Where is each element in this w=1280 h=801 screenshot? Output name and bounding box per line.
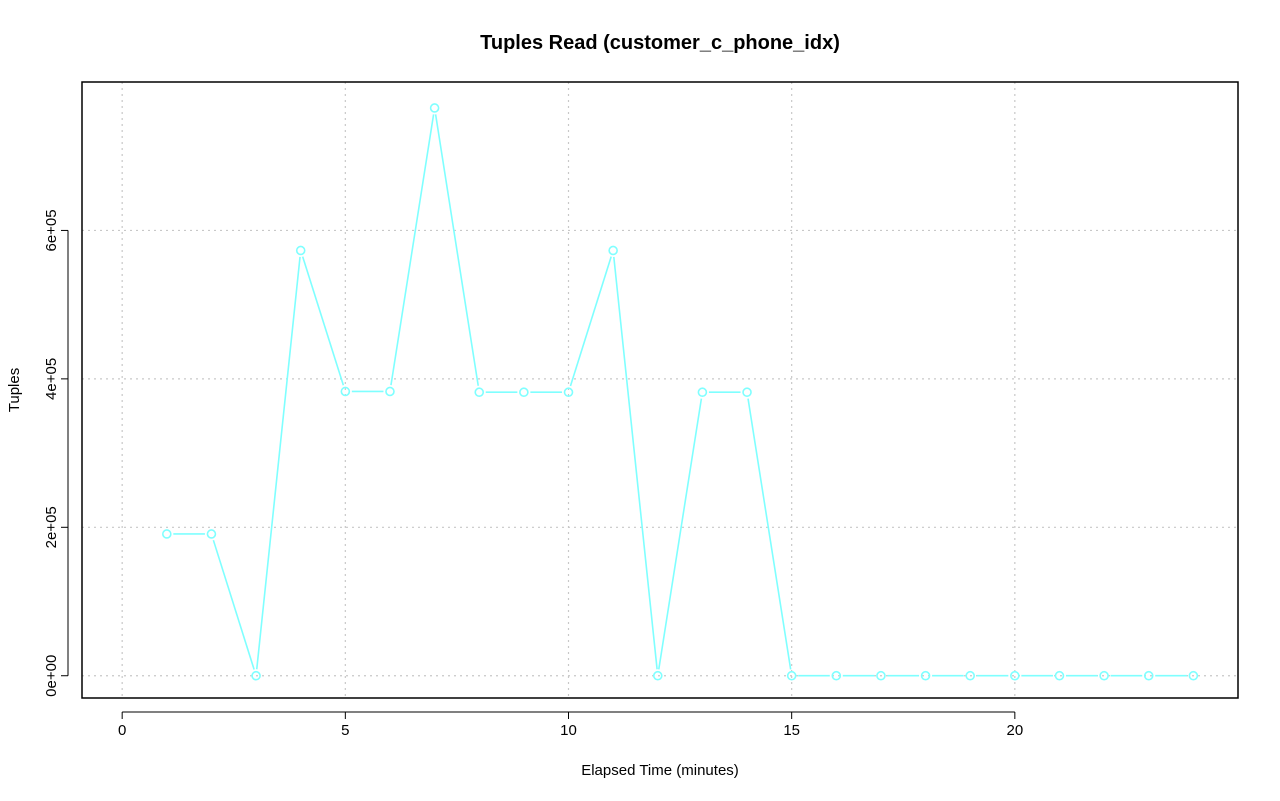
data-point: [340, 386, 351, 397]
data-point: [385, 386, 395, 397]
data-point: [831, 670, 842, 681]
data-point: [295, 245, 306, 256]
data-point: [1188, 670, 1199, 681]
data-point: [474, 387, 485, 398]
x-tick-label: 15: [783, 722, 800, 739]
data-point: [1054, 670, 1065, 681]
data-point: [920, 670, 931, 681]
data-point: [429, 103, 440, 113]
grid: [82, 82, 1238, 698]
chart-title: Tuples Read (customer_c_phone_idx): [480, 32, 840, 54]
series-line-segment: [301, 256, 345, 386]
x-tick-label: 5: [341, 722, 349, 739]
y-tick-label: 6e+05: [43, 209, 60, 251]
x-tick-label: 10: [560, 722, 577, 739]
axes: 0 5 10 15 20 0e+00 2e+05 4e+05 6e+05: [43, 209, 1023, 739]
series-line-segment: [255, 256, 301, 670]
x-tick-label: 20: [1006, 722, 1023, 739]
series-line-segment: [569, 256, 612, 387]
series-line-segment: [657, 398, 703, 670]
y-axis-label: Tuples: [6, 368, 23, 412]
data-point: [563, 387, 574, 398]
plot-frame: [81, 81, 1239, 699]
data-point: [697, 387, 708, 398]
data-point: [608, 245, 618, 256]
data-point: [251, 670, 261, 681]
series-line-segment: [613, 256, 658, 670]
data-point: [1099, 670, 1109, 681]
data-point: [206, 529, 217, 539]
series-line-segment: [390, 114, 435, 386]
x-axis-label: Elapsed Time (minutes): [581, 762, 739, 779]
data-point: [1010, 670, 1020, 681]
y-tick-label: 2e+05: [43, 506, 60, 548]
y-tick-label: 0e+00: [43, 655, 60, 697]
series-line-segment: [212, 539, 255, 670]
data-point: [1143, 670, 1154, 681]
data-point: [162, 529, 172, 539]
series-layer: [162, 103, 1199, 681]
data-point: [876, 670, 886, 681]
series-line-segment: [747, 398, 792, 670]
data-point: [652, 670, 663, 681]
x-tick-label: 0: [118, 722, 126, 739]
data-point: [742, 387, 752, 398]
series-line-segment: [434, 114, 480, 386]
data-point: [519, 387, 529, 398]
data-point: [786, 670, 797, 681]
data-point: [965, 670, 976, 681]
y-tick-label: 4e+05: [43, 358, 60, 400]
